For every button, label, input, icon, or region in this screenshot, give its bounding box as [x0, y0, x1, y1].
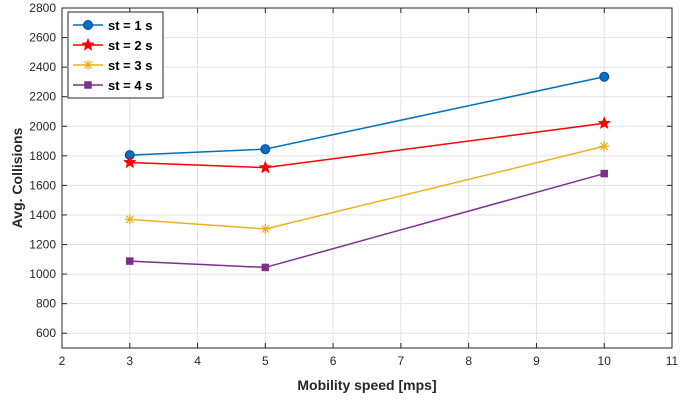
- x-tick-label: 7: [398, 354, 405, 368]
- legend-label: st = 4 s: [108, 78, 152, 93]
- legend-marker: [84, 81, 92, 89]
- x-tick-label: 8: [465, 354, 472, 368]
- legend-item: st = 3 s: [73, 58, 152, 73]
- y-tick-label: 800: [36, 297, 56, 311]
- y-tick-label: 2200: [29, 90, 56, 104]
- legend-marker: [83, 60, 93, 70]
- data-point: [122, 155, 137, 169]
- series-3: [124, 141, 610, 234]
- data-point: [261, 263, 270, 272]
- x-tick-label: 9: [533, 354, 540, 368]
- legend-label: st = 1 s: [108, 18, 152, 33]
- x-tick-label: 4: [194, 354, 201, 368]
- data-point-stroke: [261, 225, 270, 233]
- y-tick-label: 1400: [29, 208, 56, 222]
- y-tick-label: 1600: [29, 178, 56, 192]
- legend-item: st = 4 s: [73, 78, 152, 93]
- data-point-stroke: [600, 142, 609, 151]
- legend-marker: [81, 37, 95, 51]
- data-point: [124, 214, 135, 225]
- y-tick-label: 2000: [29, 119, 56, 133]
- x-tick-label: 5: [262, 354, 269, 368]
- legend-label: st = 3 s: [108, 58, 152, 73]
- data-point: [599, 141, 610, 152]
- y-tick-label: 1000: [29, 267, 56, 281]
- data-point: [260, 144, 271, 155]
- y-axis-title: Avg. Collisions: [9, 127, 25, 228]
- x-tick-label: 6: [330, 354, 337, 368]
- legend-marker: [83, 20, 93, 30]
- data-point: [126, 257, 134, 265]
- y-tick-label: 2600: [29, 31, 56, 45]
- plot-area-frame: [61, 7, 673, 349]
- y-tick-label: 600: [36, 326, 56, 340]
- data-point: [260, 224, 271, 234]
- legend-item: st = 2 s: [73, 37, 152, 53]
- y-tick-label: 2800: [29, 1, 56, 15]
- x-tick-label: 3: [126, 354, 133, 368]
- legend-marker-stroke: [84, 61, 92, 69]
- legend-item: st = 1 s: [73, 18, 152, 33]
- data-series: [122, 71, 612, 272]
- data-point: [597, 116, 612, 130]
- x-tick-label: 2: [59, 354, 66, 368]
- axis-ticks: 2 3 4 5 6 7 8 9 10 11 600 800 1000 1200 1400 1600 1800 20…: [29, 1, 678, 368]
- y-tick-label: 1200: [29, 238, 56, 252]
- legend: st = 1 s st = 2 s st = 3 s st = 4 s: [67, 11, 164, 99]
- y-tick-label: 1800: [29, 149, 56, 163]
- data-point: [600, 169, 608, 178]
- data-point-stroke: [125, 215, 134, 224]
- x-tick-label: 11: [666, 354, 679, 368]
- x-axis-title: Mobility speed [mps]: [297, 377, 436, 393]
- legend-label: st = 2 s: [108, 38, 152, 53]
- series-2: [122, 116, 612, 174]
- series-1: [124, 71, 610, 161]
- x-tick-label: 10: [598, 354, 612, 368]
- data-point: [258, 160, 273, 174]
- data-point: [599, 71, 610, 82]
- y-tick-label: 2400: [29, 60, 56, 74]
- series-4: [126, 169, 608, 272]
